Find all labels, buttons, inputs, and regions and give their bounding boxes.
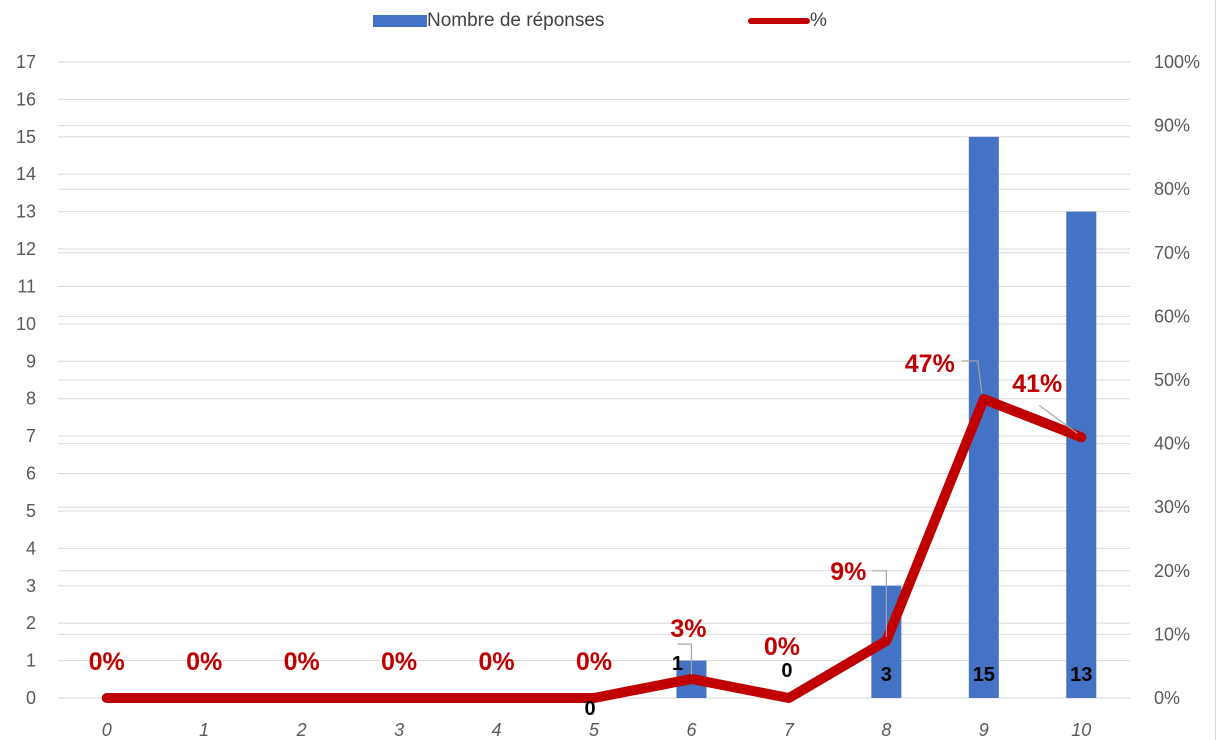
left-axis-tick-label: 5	[26, 501, 36, 521]
left-axis-tick-label: 1	[26, 651, 36, 671]
left-axis-tick-label: 17	[16, 52, 36, 72]
left-axis-tick-label: 11	[17, 276, 36, 296]
percent-data-label: 0%	[284, 648, 320, 676]
right-axis-tick-label: 10%	[1154, 624, 1190, 644]
left-axis-tick-label: 8	[26, 389, 36, 409]
left-axis-tick-label: 7	[26, 426, 36, 446]
left-axis-tick-label: 2	[26, 613, 36, 633]
left-axis-tick-label: 16	[16, 89, 36, 109]
line-series-percent	[101, 394, 1087, 703]
legend-bar-label: Nombre de réponses	[427, 10, 605, 31]
percent-data-label: 0%	[381, 648, 417, 676]
x-axis-tick-label: 7	[784, 720, 795, 740]
leader-line-8	[872, 570, 887, 637]
right-axis-tick-label: 0%	[1154, 688, 1180, 708]
percent-data-label: 9%	[830, 558, 866, 586]
percent-data-label: 0%	[89, 648, 125, 676]
right-axis-tick-label: 100%	[1154, 52, 1200, 72]
bar-data-label: 1	[672, 653, 683, 675]
percent-data-label: 0%	[576, 648, 612, 676]
x-axis-tick-label: 2	[296, 720, 307, 740]
bar-data-label: 3	[881, 664, 892, 686]
left-axis-tick-label: 3	[26, 576, 36, 596]
right-axis-tick-label: 20%	[1154, 561, 1190, 581]
percent-data-label: 41%	[1012, 370, 1062, 398]
left-axis-tick-label: 15	[16, 127, 36, 147]
left-axis-tick-label: 13	[16, 202, 36, 222]
legend: Nombre de réponses %	[0, 8, 1218, 34]
left-axis-tick-label: 6	[26, 464, 36, 484]
legend-bar-swatch	[373, 15, 427, 27]
leader-line-10	[1038, 404, 1078, 434]
left-axis-tick-label: 14	[16, 164, 36, 184]
percent-data-label: 0%	[186, 648, 222, 676]
left-axis-tick-label: 0	[26, 688, 36, 708]
right-axis-tick-label: 30%	[1154, 497, 1190, 517]
right-axis-tick-label: 70%	[1154, 243, 1190, 263]
bar-10	[1066, 211, 1097, 698]
x-axis-tick-label: 1	[199, 720, 209, 740]
x-axis-tick-label: 10	[1071, 720, 1091, 740]
x-axis-tick-label: 6	[686, 720, 697, 740]
x-axis-tick-label: 8	[881, 720, 891, 740]
legend-item-bars: Nombre de réponses	[373, 8, 604, 34]
right-axis-tick-label: 80%	[1154, 179, 1190, 199]
bar-data-label: 13	[1070, 664, 1092, 686]
x-axis-tick-label: 5	[589, 720, 600, 740]
left-axis-tick-label: 9	[26, 351, 36, 371]
legend-line-swatch	[748, 18, 810, 24]
chart-frame-edge	[1215, 0, 1216, 740]
percent-data-label: 3%	[670, 615, 706, 643]
x-axis-tick-label: 4	[492, 720, 502, 740]
x-axis-tick-label: 3	[394, 720, 404, 740]
legend-item-line: %	[748, 8, 827, 34]
x-axis-tick-label: 0	[102, 720, 112, 740]
left-axis-tick-label: 12	[16, 239, 36, 259]
percent-data-label: 47%	[905, 350, 955, 378]
left-axis-tick-label: 4	[26, 538, 36, 558]
percent-data-label: 0%	[478, 648, 514, 676]
leader-line-9	[961, 360, 983, 394]
right-axis-tick-label: 60%	[1154, 306, 1190, 326]
right-axis-tick-label: 40%	[1154, 434, 1190, 454]
bar-data-label: 0	[781, 660, 792, 682]
left-axis-tick-label: 10	[16, 314, 36, 334]
leader-line-6	[677, 643, 693, 675]
right-axis-tick-label: 50%	[1154, 370, 1190, 390]
percent-data-label: 0%	[764, 633, 800, 661]
x-axis-tick-label: 9	[979, 720, 989, 740]
bar-data-label: 15	[973, 664, 995, 686]
legend-line-label: %	[810, 10, 827, 31]
right-axis-tick-label: 90%	[1154, 116, 1190, 136]
bar-data-label: 0	[584, 698, 595, 720]
